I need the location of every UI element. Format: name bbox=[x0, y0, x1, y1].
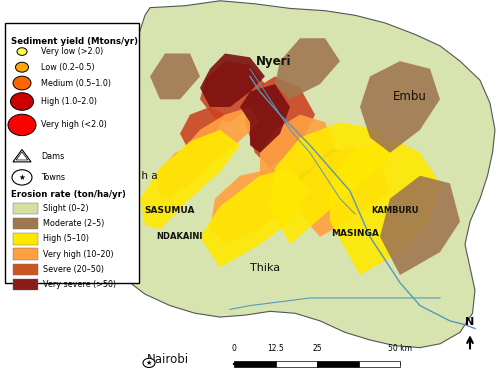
Text: NDAKAINI: NDAKAINI bbox=[156, 231, 202, 241]
Text: Dams: Dams bbox=[41, 152, 64, 161]
Text: ★: ★ bbox=[146, 360, 152, 366]
Text: 0: 0 bbox=[232, 344, 236, 353]
Polygon shape bbox=[150, 53, 200, 99]
Circle shape bbox=[12, 170, 32, 185]
Text: Towns: Towns bbox=[41, 173, 65, 182]
Bar bbox=[276, 361, 317, 367]
Text: N: N bbox=[466, 317, 474, 327]
Text: Severe (20–50): Severe (20–50) bbox=[43, 265, 104, 274]
Text: Thika: Thika bbox=[250, 263, 280, 273]
Text: a s h a: a s h a bbox=[122, 171, 158, 181]
Bar bbox=[317, 361, 358, 367]
Text: SASUMUA: SASUMUA bbox=[145, 206, 195, 215]
Text: High (5–10): High (5–10) bbox=[43, 235, 89, 243]
Text: High (1.0–2.0): High (1.0–2.0) bbox=[41, 97, 97, 106]
Polygon shape bbox=[300, 145, 390, 237]
Polygon shape bbox=[155, 141, 220, 199]
Polygon shape bbox=[360, 61, 440, 153]
Polygon shape bbox=[200, 168, 310, 267]
Text: Embu: Embu bbox=[393, 90, 427, 103]
Bar bbox=[13, 202, 38, 214]
Polygon shape bbox=[180, 107, 225, 153]
Bar bbox=[13, 264, 38, 275]
Text: Nairobi: Nairobi bbox=[146, 353, 188, 366]
Polygon shape bbox=[240, 84, 290, 153]
Circle shape bbox=[8, 114, 36, 136]
Text: KAMBURU: KAMBURU bbox=[371, 206, 419, 215]
Text: MASINGA: MASINGA bbox=[331, 229, 379, 238]
Bar bbox=[13, 248, 38, 260]
Polygon shape bbox=[290, 145, 360, 206]
Circle shape bbox=[16, 62, 28, 72]
Bar bbox=[358, 361, 400, 367]
Polygon shape bbox=[180, 107, 260, 172]
Bar bbox=[13, 279, 38, 290]
Text: Very low (>2.0): Very low (>2.0) bbox=[41, 47, 104, 56]
Circle shape bbox=[143, 358, 155, 367]
Text: Sediment yield (Mtons/yr): Sediment yield (Mtons/yr) bbox=[11, 37, 138, 46]
Text: ★: ★ bbox=[18, 173, 26, 182]
Text: Medium (0.5–1.0): Medium (0.5–1.0) bbox=[41, 79, 111, 87]
Polygon shape bbox=[275, 38, 340, 99]
Text: Very high (<2.0): Very high (<2.0) bbox=[41, 120, 107, 129]
Text: Erosion rate (ton/ha/yr): Erosion rate (ton/ha/yr) bbox=[11, 190, 126, 199]
Polygon shape bbox=[270, 122, 390, 244]
Polygon shape bbox=[140, 130, 240, 229]
Polygon shape bbox=[245, 76, 315, 168]
Circle shape bbox=[10, 93, 34, 110]
Text: 50 km: 50 km bbox=[388, 344, 412, 353]
Polygon shape bbox=[330, 138, 440, 275]
Polygon shape bbox=[98, 1, 495, 348]
Text: Moderate (2–5): Moderate (2–5) bbox=[43, 219, 104, 228]
Polygon shape bbox=[13, 149, 31, 162]
Text: Nyeri: Nyeri bbox=[256, 55, 292, 68]
Bar bbox=[13, 233, 38, 244]
Text: Very high (10–20): Very high (10–20) bbox=[43, 250, 114, 259]
Bar bbox=[234, 361, 276, 367]
Text: 12.5: 12.5 bbox=[267, 344, 284, 353]
Polygon shape bbox=[210, 168, 300, 244]
Text: 25: 25 bbox=[312, 344, 322, 353]
Polygon shape bbox=[260, 115, 335, 191]
Text: Low (0.2–0.5): Low (0.2–0.5) bbox=[41, 63, 94, 72]
Polygon shape bbox=[200, 53, 265, 107]
Circle shape bbox=[13, 76, 31, 90]
Polygon shape bbox=[200, 61, 265, 122]
Text: Slight (0–2): Slight (0–2) bbox=[43, 204, 88, 213]
Polygon shape bbox=[16, 152, 28, 160]
Text: Very severe (>50): Very severe (>50) bbox=[43, 280, 116, 289]
Polygon shape bbox=[380, 176, 460, 275]
Circle shape bbox=[17, 48, 27, 55]
FancyBboxPatch shape bbox=[5, 23, 139, 283]
Bar bbox=[13, 218, 38, 229]
